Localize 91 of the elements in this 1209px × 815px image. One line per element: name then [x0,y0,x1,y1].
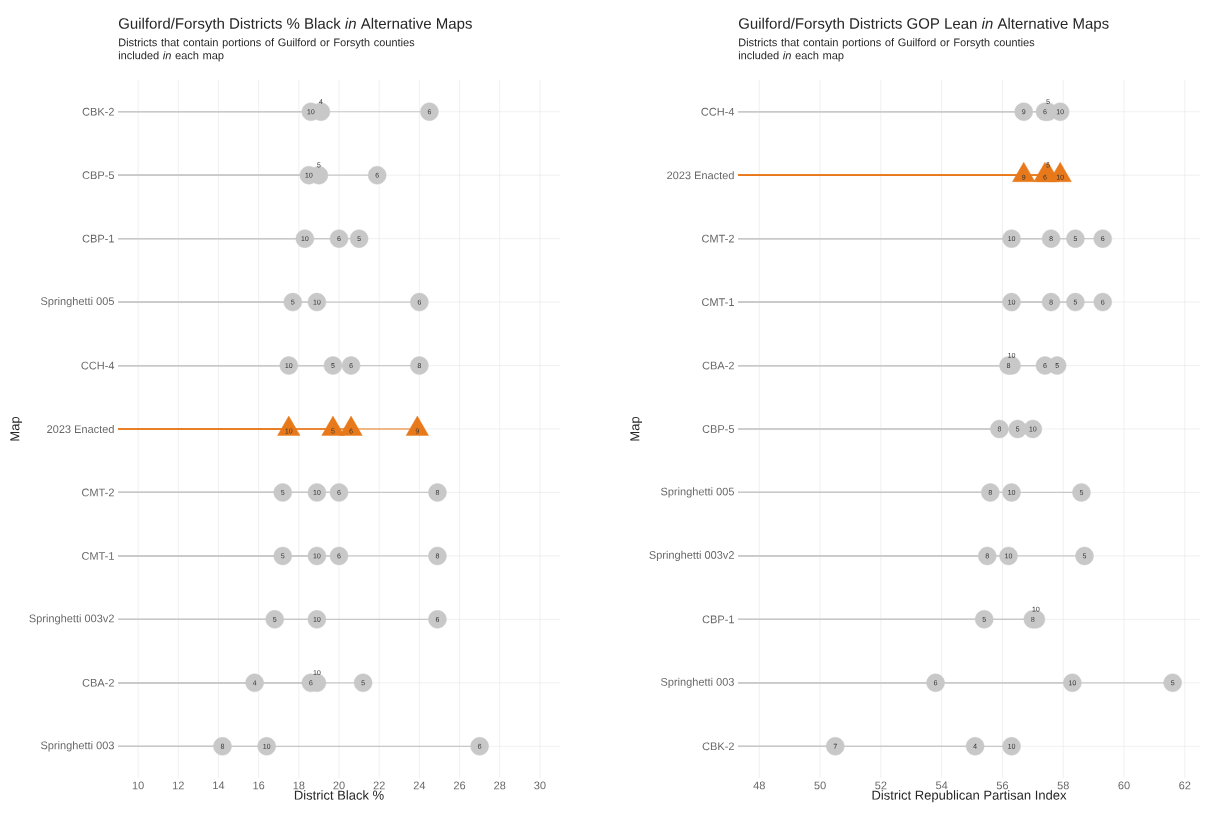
x-tick-label: 30 [534,781,546,790]
point [1002,229,1021,248]
y-tick-label: CCH-4 [701,107,735,116]
y-axis-title: Map [630,416,642,441]
point [990,419,1009,439]
point [329,483,349,502]
point [1041,229,1061,248]
point [826,737,845,756]
y-tick-label: CBP-5 [702,425,734,433]
y-tick-label: CBA-2 [702,361,734,370]
point [420,102,439,121]
point [1041,292,1061,312]
y-tick-label: CBP-5 [82,171,114,180]
point [349,229,369,248]
y-tick-label: Springhetti 005 [40,296,114,308]
chart-subtitle: Districts that contain portions of Guilford or Forsyth counties included in each map [738,38,1035,62]
point [1163,673,1182,693]
x-axis-title: District Republican Partisan Index [872,790,1067,803]
point [265,610,284,629]
y-tick-label: CMT-1 [82,552,114,560]
point [978,546,997,566]
y-tick-label: CMT-2 [702,234,734,243]
x-tick-label: 12 [172,781,184,790]
point [329,546,349,566]
point [1008,419,1027,439]
chart-subtitle: Districts that contain portions of Guilford or Forsyth counties included in each map [118,38,415,62]
point [213,737,232,756]
x-tick-label: 58 [1057,781,1069,790]
chart-title: Guilford/Forsyth Districts GOP Lean in Alternative Maps [738,17,1109,32]
point [428,483,447,502]
point [981,483,1000,502]
x-tick-label: 20 [333,781,345,790]
x-tick-label: 28 [494,781,506,790]
y-axis-title: Map [10,416,22,441]
x-tick-label: 54 [935,781,948,790]
x-tick-label: 24 [413,781,426,790]
point [341,356,361,375]
point [926,673,945,693]
y-tick-label: Springhetti 003 [660,677,734,688]
y-tick-label: CBA-2 [82,678,114,687]
x-tick-label: 62 [1179,781,1191,790]
x-tick-label: 60 [1118,781,1130,790]
point [1066,229,1085,248]
x-tick-label: 10 [132,781,144,790]
y-tick-label: Springhetti 003 [40,741,114,752]
x-tick-label: 48 [753,781,765,790]
x-tick-label: 14 [213,781,225,790]
x-tick-label: 56 [996,781,1009,790]
y-tick-label: CBP-1 [702,615,734,624]
point [1072,483,1091,502]
point [1075,546,1094,566]
x-tick-label: 52 [875,781,887,790]
point [410,356,429,375]
y-tick-label: CBK-2 [82,107,114,116]
point [428,546,447,566]
point [273,483,292,502]
point [1093,229,1112,248]
x-tick-label: 22 [373,781,385,790]
point [1066,292,1085,312]
y-tick-label: CBP-1 [82,234,114,243]
y-tick-label: 2023 Enacted [47,424,114,434]
x-tick-label: 18 [293,781,305,790]
point [410,292,429,312]
y-tick-label: CMT-2 [82,488,114,497]
x-tick-label: 26 [453,781,466,790]
x-tick-label: 50 [814,781,826,790]
point [470,737,489,756]
point [1014,102,1033,121]
y-tick-label: CBK-2 [702,742,734,751]
point [307,292,327,312]
point [428,610,447,629]
point [273,546,292,566]
point [353,673,373,693]
point [1002,483,1021,502]
point [283,292,302,312]
point [329,229,349,248]
y-tick-label: 2023 Enacted [667,171,734,180]
point [965,737,985,756]
y-tick-label: Springhetti 005 [660,487,734,498]
point [367,165,387,185]
chart-title: Guilford/Forsyth Districts % Black in Alternative Maps [118,17,472,32]
point [975,610,994,629]
x-axis-title: District Black % [294,790,384,800]
x-tick-label: 16 [253,781,265,790]
y-tick-label: CCH-4 [81,361,115,370]
point [323,356,343,375]
y-tick-label: CMT-1 [702,298,734,306]
point [245,673,264,693]
point [1093,292,1112,312]
y-tick-label: Springhetti 003v2 [29,614,114,625]
y-tick-label: Springhetti 003v2 [649,550,734,562]
